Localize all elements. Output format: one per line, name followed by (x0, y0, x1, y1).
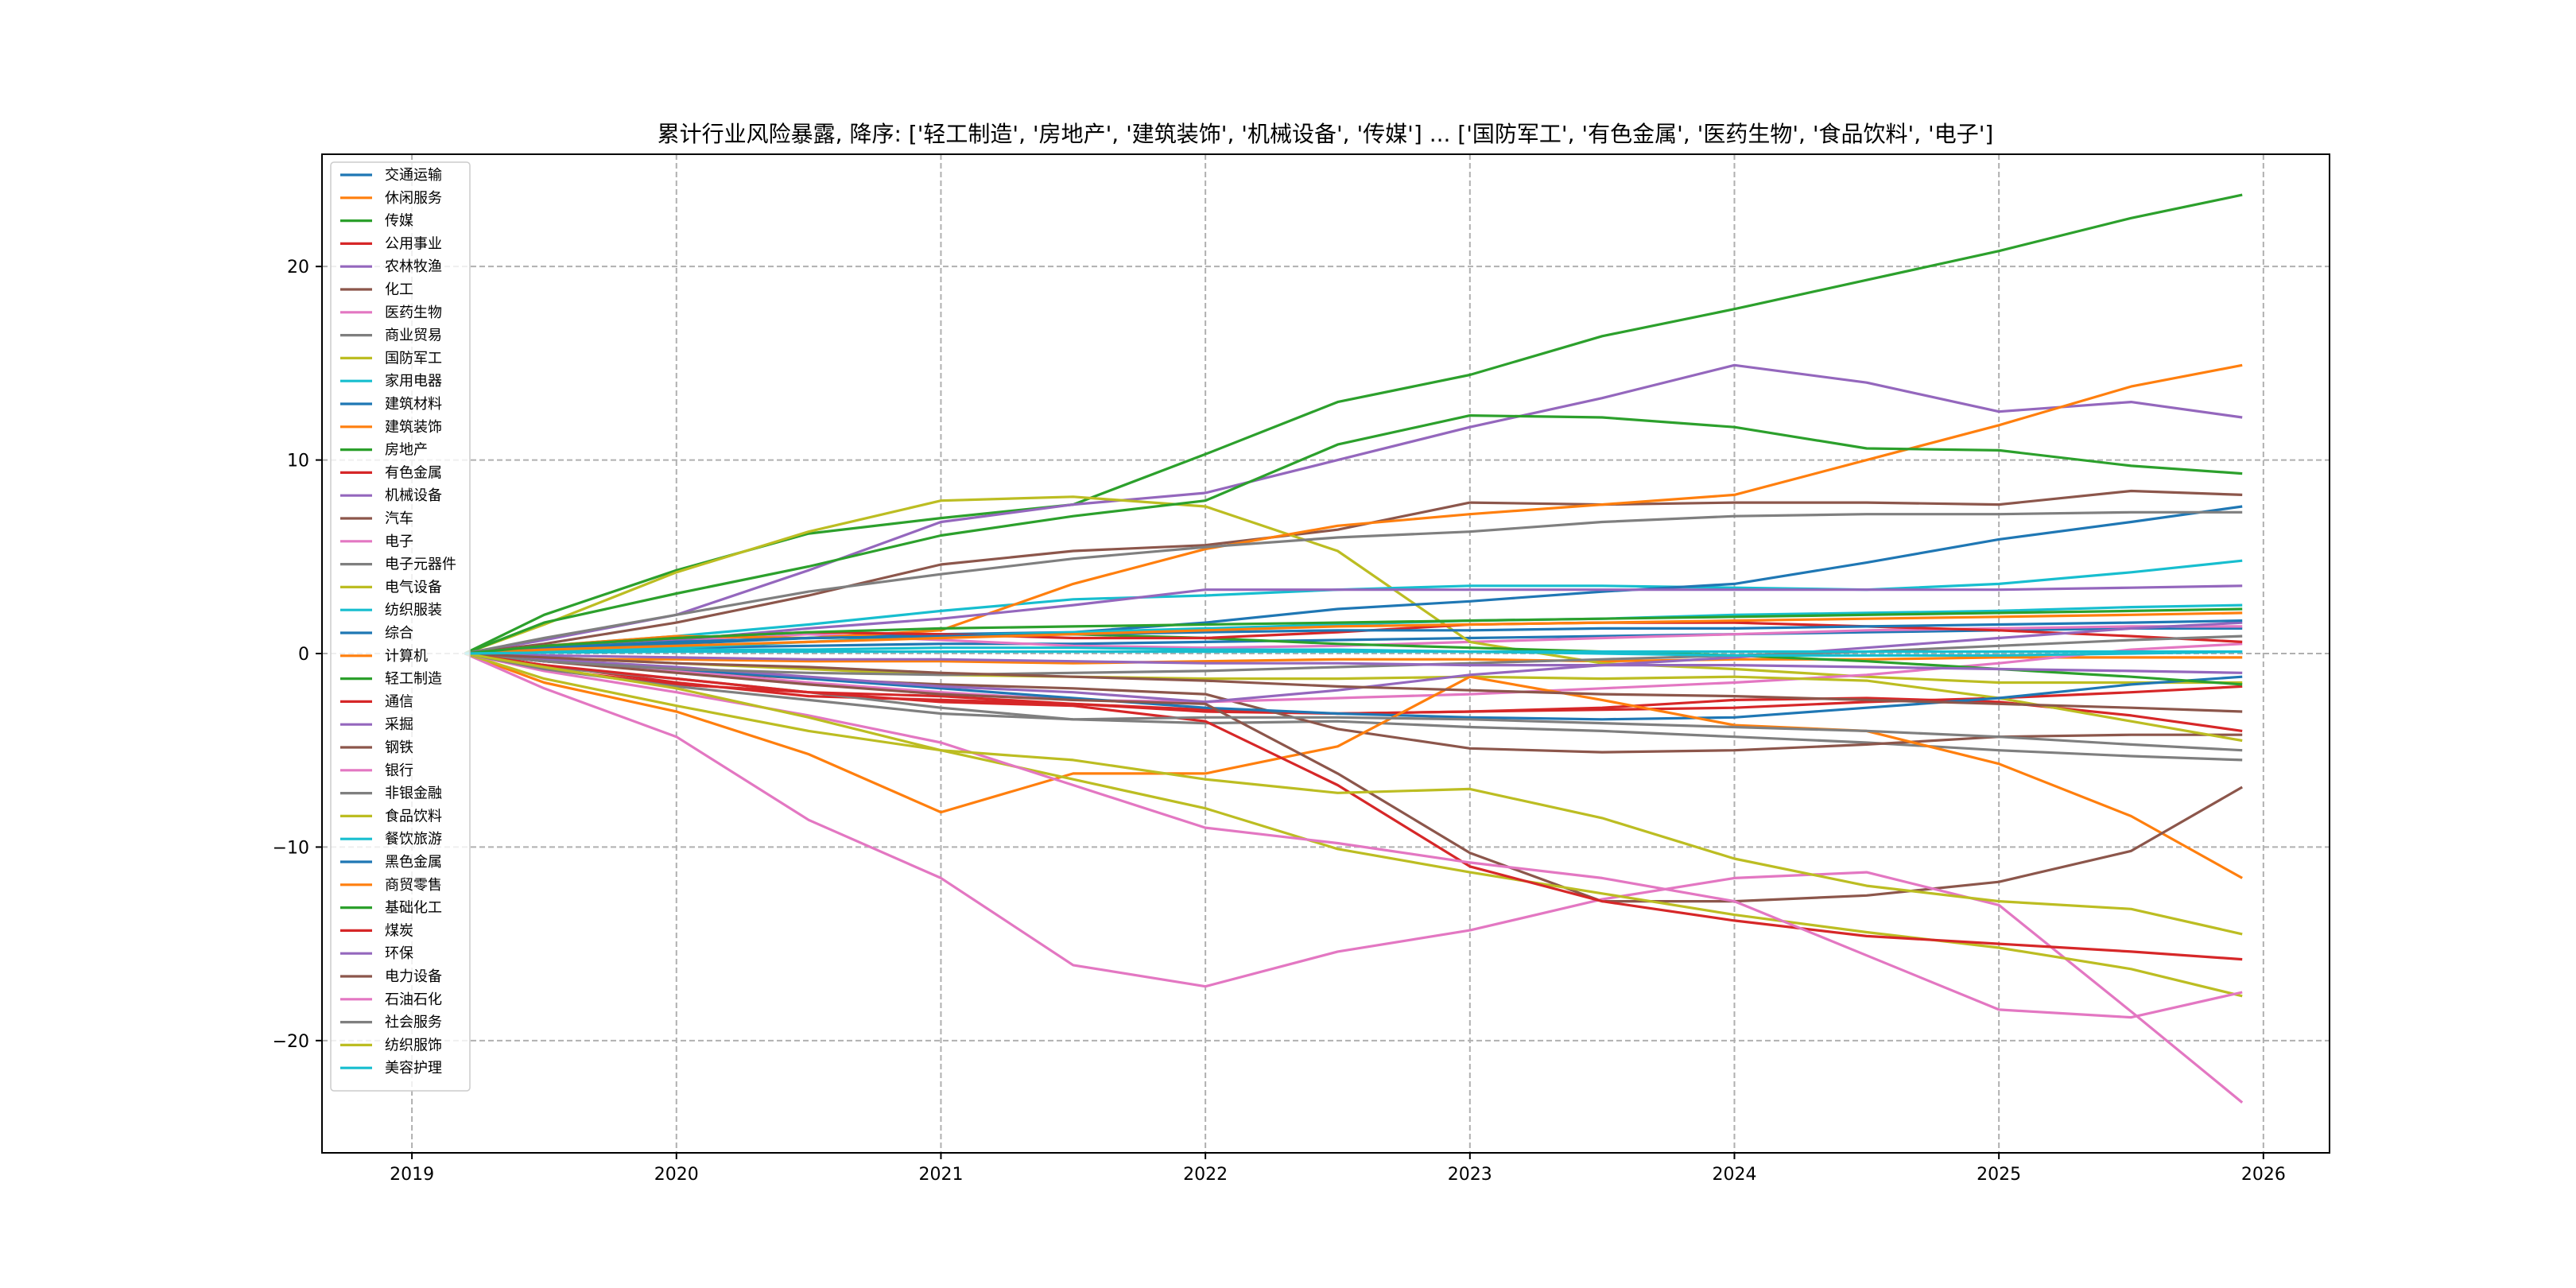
legend-label: 交通运输 (385, 167, 442, 184)
legend-label: 石油石化 (385, 991, 442, 1008)
legend-label: 电力设备 (385, 968, 442, 985)
series-line (464, 607, 2243, 655)
legend-label: 纺织服饰 (385, 1037, 442, 1053)
x-tick-label: 2023 (1448, 1165, 1492, 1185)
series-line (464, 619, 2243, 655)
legend-label: 建筑装饰 (385, 419, 442, 436)
legend-label: 电气设备 (385, 579, 442, 596)
legend-label: 餐饮旅游 (385, 831, 442, 848)
series-line (464, 495, 2243, 685)
legend-label: 黑色金属 (385, 854, 442, 871)
legend-label: 医药生物 (385, 305, 442, 321)
legend-label: 化工 (385, 281, 413, 298)
legend-label: 纺织服装 (385, 602, 442, 619)
legend-label: 银行 (385, 762, 413, 779)
legend-label: 农林牧渔 (385, 258, 442, 275)
series-line (464, 652, 2243, 1019)
series-line (464, 646, 2243, 658)
legend: 交通运输休闲服务传媒公用事业农林牧渔化工医药生物商业贸易国防军工家用电器建筑材料… (330, 161, 471, 1092)
legend-label: 煤炭 (385, 922, 413, 939)
legend-label: 房地产 (385, 442, 428, 459)
legend-label: 商业贸易 (385, 328, 442, 344)
series-line (464, 627, 2243, 655)
legend-label: 非银金融 (385, 786, 442, 802)
legend-label: 社会服务 (385, 1014, 442, 1031)
x-tick-label: 2026 (2241, 1165, 2286, 1185)
legend-label: 建筑材料 (385, 396, 442, 413)
legend-label: 国防军工 (385, 350, 442, 367)
legend-label: 轻工制造 (385, 671, 442, 688)
legend-label: 食品饮料 (385, 808, 442, 824)
series-line (464, 363, 2243, 655)
series-line (464, 413, 2243, 655)
series-line (464, 652, 2243, 998)
legend-label: 采掘 (385, 716, 413, 733)
series-line (464, 652, 2243, 665)
axis-ticks: 2019 2020 2021 2022 2023 2024 2025 2026 −20 −10 0 1… (273, 258, 2286, 1185)
x-tick-label: 2024 (1712, 1165, 1756, 1185)
y-tick-label: −20 (273, 1032, 309, 1052)
series-line (464, 652, 2243, 713)
legend-label: 有色金属 (385, 464, 442, 481)
legend-label: 钢铁 (385, 739, 413, 756)
legend-label: 电子 (385, 533, 413, 550)
series-lines (464, 193, 2244, 1104)
series-line (464, 510, 2243, 655)
legend-box (330, 161, 471, 1092)
series-line (464, 650, 2243, 655)
legend-label: 基础化工 (385, 900, 442, 917)
x-tick-label: 2021 (918, 1165, 963, 1185)
y-tick-label: 10 (287, 452, 309, 471)
y-tick-label: −10 (273, 838, 309, 858)
legend-label: 家用电器 (385, 373, 442, 390)
series-line (464, 652, 2243, 961)
series-line (464, 652, 2243, 879)
legend-label: 计算机 (385, 648, 428, 665)
legend-label: 汽车 (385, 510, 413, 527)
legend-label: 休闲服务 (385, 190, 442, 207)
series-line (464, 652, 2243, 903)
x-tick-label: 2022 (1183, 1165, 1228, 1185)
legend-label: 环保 (385, 945, 413, 962)
legend-label: 商贸零售 (385, 877, 442, 894)
legend-label: 机械设备 (385, 487, 442, 504)
x-tick-label: 2020 (654, 1165, 699, 1185)
chart-title: 累计行业风险暴露, 降序: ['轻工制造', '房地产', '建筑装饰', '机… (658, 121, 1994, 147)
x-tick-label: 2025 (1977, 1165, 2021, 1185)
legend-label: 通信 (385, 693, 413, 710)
series-line (464, 611, 2243, 655)
series-line (464, 652, 2243, 674)
series-line (464, 652, 2244, 1104)
legend-label: 公用事业 (385, 235, 442, 252)
legend-label: 传媒 (385, 213, 413, 230)
series-line (464, 652, 2243, 752)
legend-label: 综合 (385, 625, 413, 642)
x-tick-label: 2019 (390, 1165, 434, 1185)
grid (322, 154, 2330, 1153)
y-tick-label: 0 (298, 645, 309, 665)
series-line (464, 652, 2243, 936)
y-tick-label: 20 (287, 258, 309, 277)
legend-label: 美容护理 (385, 1060, 442, 1077)
series-line (464, 634, 2243, 677)
series-line (464, 489, 2243, 655)
legend-label: 电子元器件 (385, 557, 456, 573)
